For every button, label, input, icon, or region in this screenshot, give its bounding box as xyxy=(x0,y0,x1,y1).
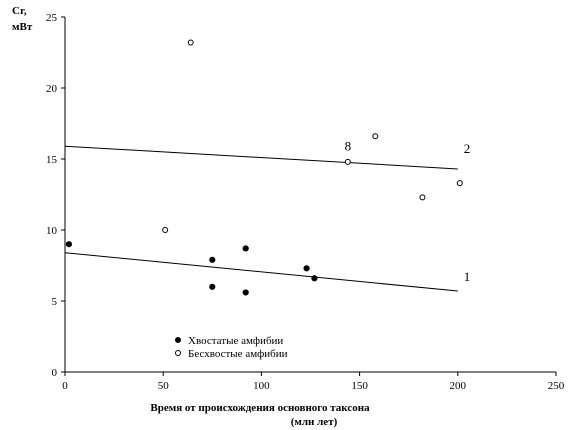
x-axis-units: (млн лет) xyxy=(291,416,338,428)
y-axis-title-line1: Cr, xyxy=(12,5,27,17)
y-tick-label: 5 xyxy=(52,296,58,308)
legend-marker-open xyxy=(175,350,181,356)
filled-point xyxy=(303,265,310,272)
legend-marker-filled xyxy=(175,337,181,343)
filled-point xyxy=(209,283,216,290)
x-tick-label: 250 xyxy=(548,380,565,392)
axis-titles: Cr, мВт Время от происхождения основного т… xyxy=(12,5,370,428)
x-tick-label: 50 xyxy=(158,380,170,392)
x-tick-label: 0 xyxy=(62,380,68,392)
open-point xyxy=(372,133,379,140)
open-point xyxy=(344,158,351,165)
y-tick-label: 20 xyxy=(46,83,58,95)
axes xyxy=(61,16,557,376)
trend-line-label: 2 xyxy=(464,141,471,156)
x-tick-label: 100 xyxy=(253,380,270,392)
trend-line-label: 1 xyxy=(464,269,471,284)
y-tick-label: 15 xyxy=(46,154,58,166)
filled-point xyxy=(242,289,249,296)
open-point xyxy=(162,227,169,233)
filled-point xyxy=(209,256,216,263)
open-point xyxy=(419,194,426,201)
annotations: 1 2 8 xyxy=(345,138,471,284)
filled-point xyxy=(242,245,249,252)
filled-point xyxy=(65,241,73,248)
filled-point xyxy=(311,275,318,282)
x-tick-label: 150 xyxy=(351,380,368,392)
open-point xyxy=(456,180,463,187)
legend-label: Бесхвостые амфибии xyxy=(188,348,288,360)
y-axis-title-line2: мВт xyxy=(12,21,33,33)
data-points xyxy=(65,39,463,296)
trend-line-1 xyxy=(64,252,458,292)
trend-line-2 xyxy=(64,145,458,170)
y-tick-label: 25 xyxy=(46,12,58,24)
open-point xyxy=(187,39,194,46)
x-tick-label: 200 xyxy=(450,380,467,392)
y-tick-label: 0 xyxy=(52,367,58,379)
x-axis-title: Время от происхождения основного таксона xyxy=(150,402,370,414)
y-tick-label: 10 xyxy=(46,225,58,237)
trend-lines xyxy=(64,145,458,292)
legend-label: Хвостатые амфибии xyxy=(188,335,283,347)
annotation-label: 8 xyxy=(345,138,352,153)
